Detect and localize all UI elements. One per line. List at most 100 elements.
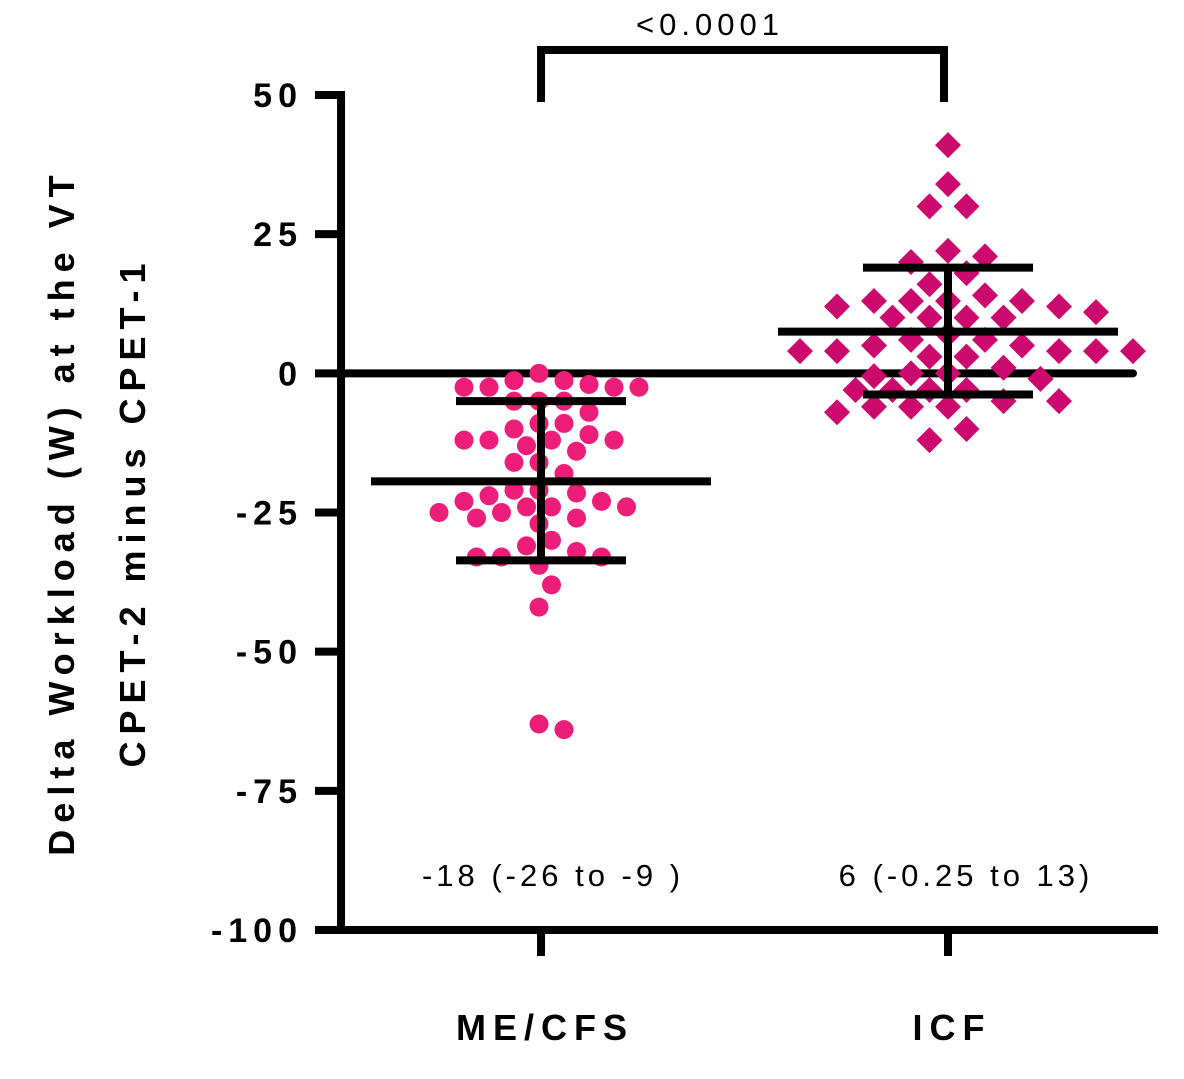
data-point-mecfs: [554, 371, 574, 391]
x-category-label: ME/CFS: [456, 1007, 634, 1048]
y-tick-label: -25: [236, 495, 303, 533]
annotation-mecfs: -18 (-26 to -9 ): [422, 858, 684, 893]
data-point-icf: [1009, 332, 1035, 359]
data-point-icf: [1083, 299, 1109, 326]
data-point-icf: [824, 293, 850, 320]
data-point-icf: [953, 343, 980, 370]
data-point-icf: [935, 171, 961, 198]
data-point-icf: [1046, 388, 1072, 415]
data-point-icf: [861, 332, 887, 359]
data-point-icf: [990, 354, 1017, 381]
data-point-mecfs: [479, 430, 499, 450]
data-point-icf: [861, 393, 887, 420]
x-category-label: ICF: [913, 1007, 992, 1048]
data-point-icf: [824, 399, 850, 426]
data-point-mecfs: [567, 541, 586, 561]
data-point-mecfs: [454, 377, 474, 397]
data-point-icf: [953, 416, 980, 442]
data-point-mecfs: [542, 575, 561, 595]
data-point-icf: [1027, 365, 1054, 392]
data-point-mecfs: [629, 377, 649, 397]
data-point-icf: [1046, 293, 1072, 320]
data-point-mecfs: [504, 480, 524, 500]
data-point-mecfs: [517, 536, 536, 556]
data-point-icf: [935, 237, 961, 264]
data-point-mecfs: [454, 491, 474, 511]
data-point-icf: [953, 377, 980, 404]
y-tick-label: -75: [236, 773, 303, 811]
data-point-mecfs: [579, 374, 599, 394]
data-point-icf: [953, 193, 980, 220]
data-point-mecfs: [492, 503, 511, 522]
data-point-icf: [898, 360, 924, 387]
data-point-icf: [879, 304, 906, 331]
data-point-mecfs: [467, 508, 486, 528]
data-point-mecfs: [529, 597, 549, 617]
data-point-mecfs: [504, 452, 524, 472]
data-point-mecfs: [604, 377, 624, 397]
data-point-mecfs: [542, 430, 561, 450]
data-point-mecfs: [567, 441, 586, 461]
data-point-icf: [972, 243, 998, 270]
data-point-icf: [1046, 338, 1072, 365]
data-point-mecfs: [554, 413, 574, 433]
x-ticks: ME/CFS ICF: [456, 930, 992, 1048]
y-tick-label: -100: [211, 912, 303, 950]
data-point-icf: [879, 377, 906, 404]
data-point-mecfs: [529, 363, 549, 383]
data-point-mecfs: [504, 371, 524, 391]
data-point-icf: [861, 287, 887, 314]
data-point-icf: [787, 338, 813, 365]
data-point-icf: [916, 271, 943, 298]
data-point-icf: [916, 377, 943, 404]
p-value-label: <0.0001: [636, 7, 784, 42]
mean-sd-bars: [371, 263, 1118, 565]
data-point-mecfs: [592, 491, 611, 511]
data-point-icf: [953, 304, 980, 331]
data-point-mecfs: [529, 714, 549, 734]
y-tick-label: 50: [253, 77, 303, 115]
y-tick-label: -50: [236, 634, 303, 672]
y-axis-label-line1: Delta Workload (W) at the VT: [41, 168, 82, 855]
data-point-icf: [990, 304, 1017, 331]
data-point-mecfs: [579, 425, 599, 445]
data-point-icf: [916, 427, 943, 454]
data-point-icf: [972, 282, 998, 309]
data-point-icf: [861, 363, 887, 390]
data-point-icf: [1120, 338, 1146, 365]
y-tick-label: 0: [278, 355, 303, 393]
data-point-mecfs: [567, 483, 586, 503]
data-point-icf: [1009, 287, 1035, 314]
data-point-mecfs: [429, 503, 449, 522]
data-point-mecfs: [604, 430, 624, 450]
data-point-mecfs: [517, 436, 536, 456]
data-points: [429, 132, 1146, 740]
data-point-icf: [935, 393, 961, 420]
data-point-mecfs: [617, 497, 636, 517]
data-point-mecfs: [479, 377, 499, 397]
data-point-mecfs: [567, 508, 586, 528]
y-axis-label: Delta Workload (W) at the VT CPET-2 minu…: [41, 168, 153, 855]
data-point-mecfs: [554, 720, 574, 740]
annotation-icf: 6 (-0.25 to 13): [839, 858, 1094, 893]
data-point-icf: [916, 304, 943, 331]
data-point-icf: [824, 338, 850, 365]
y-ticks: 50 25 0 -25 -50 -75 -100: [211, 77, 341, 950]
data-point-mecfs: [454, 430, 474, 450]
data-point-icf: [898, 393, 924, 420]
data-point-mecfs: [579, 402, 599, 422]
y-axis-label-line2: CPET-2 minus CPET-1: [112, 256, 153, 767]
data-point-mecfs: [504, 419, 524, 439]
significance-bracket: <0.0001: [537, 7, 948, 102]
data-point-icf: [842, 377, 869, 404]
data-point-mecfs: [542, 530, 561, 550]
significance-bracket-line: [537, 46, 948, 102]
data-point-icf: [1083, 338, 1109, 365]
data-point-icf: [916, 193, 943, 220]
data-point-icf: [935, 132, 961, 159]
data-point-mecfs: [517, 497, 536, 517]
data-point-mecfs: [479, 486, 499, 506]
data-point-icf: [898, 287, 924, 314]
group-annotations: -18 (-26 to -9 ) 6 (-0.25 to 13): [422, 858, 1094, 893]
